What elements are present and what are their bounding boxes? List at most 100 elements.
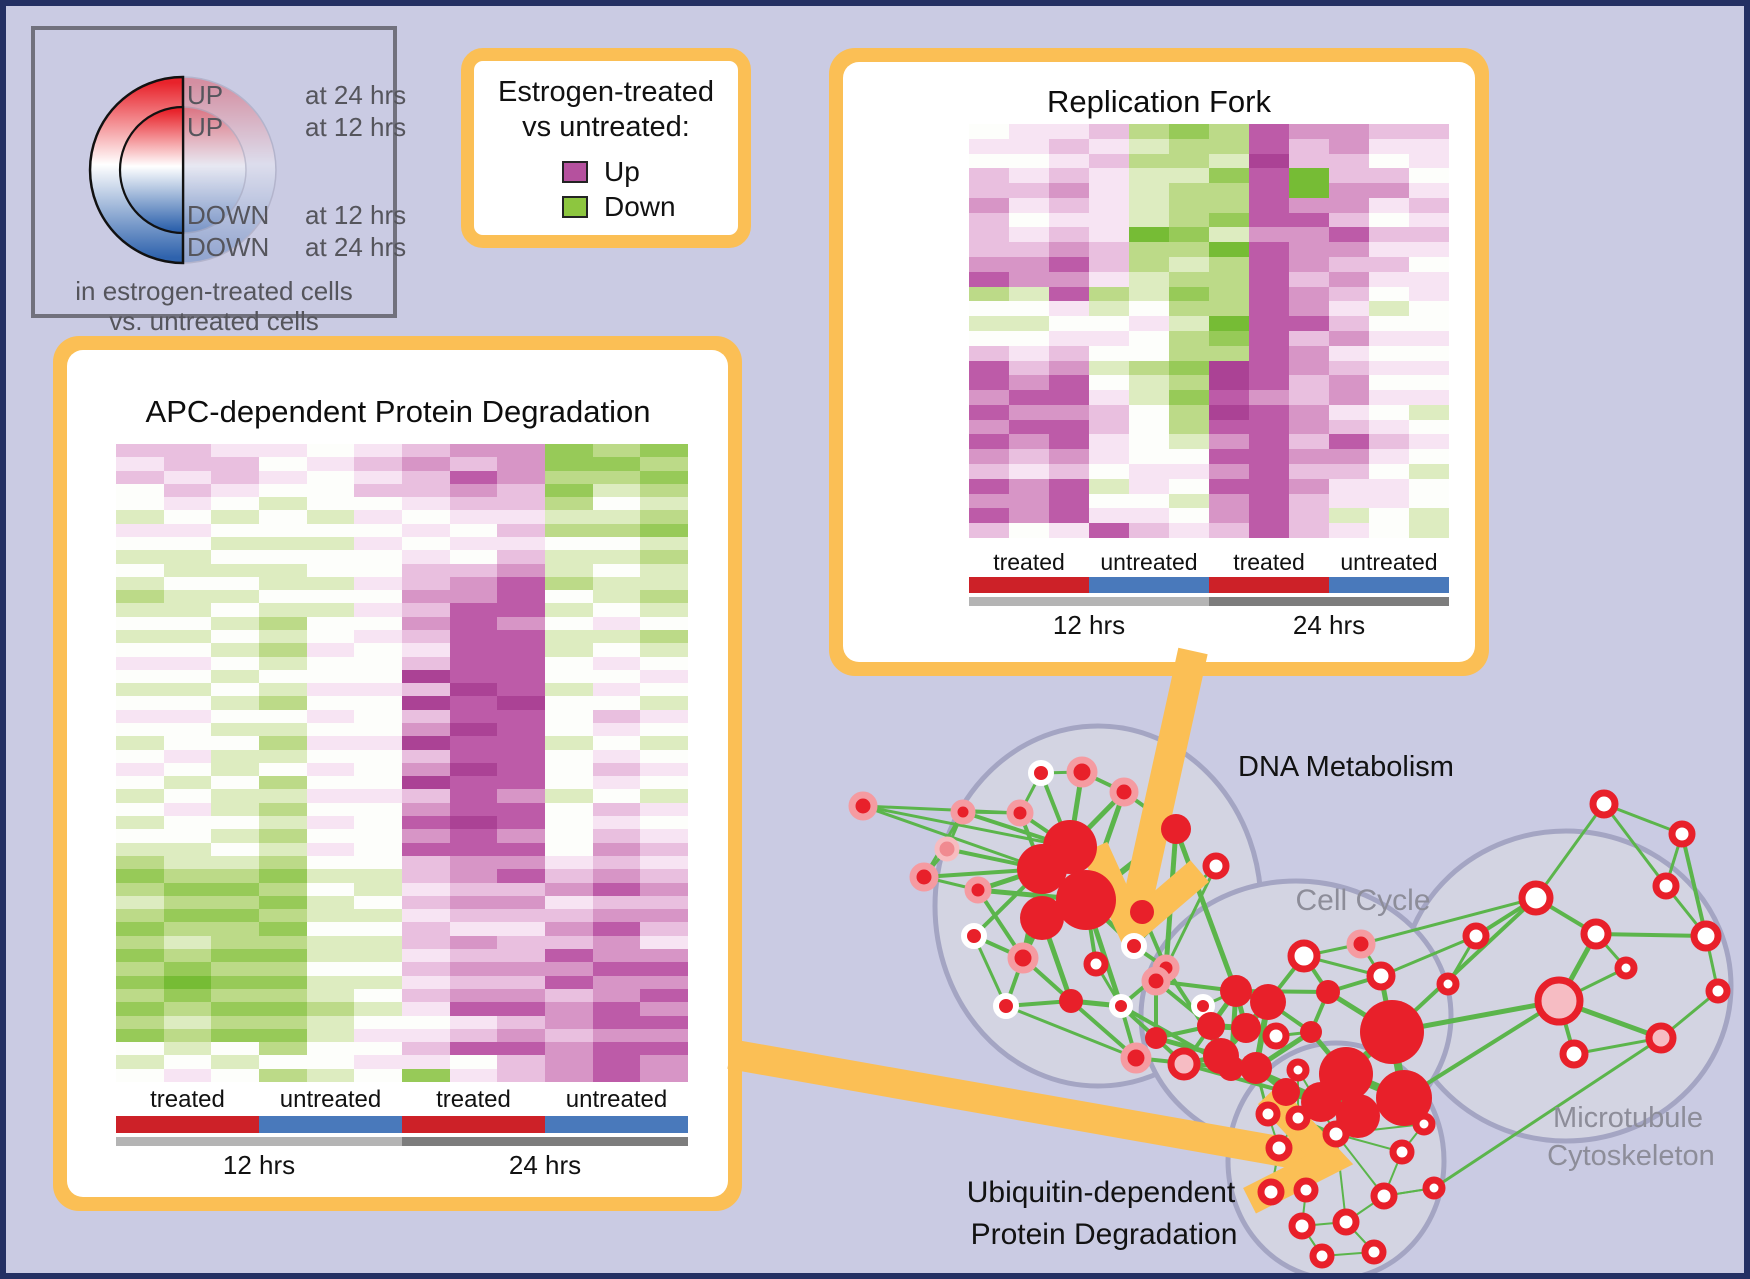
network-edge	[1383, 1187, 1435, 1197]
heatmap-cell	[163, 643, 212, 657]
heatmap-cell	[306, 1028, 355, 1043]
heatmap-cell	[259, 510, 307, 524]
network-edge	[1018, 811, 1072, 849]
network-edge	[1391, 998, 1560, 1035]
heatmap-cell	[259, 497, 307, 511]
network-node	[1322, 1120, 1350, 1148]
heatmap-cell	[211, 1068, 259, 1082]
heatmap-cell	[1409, 197, 1449, 213]
heatmap-cell	[259, 550, 307, 564]
network-edge	[1083, 899, 1124, 1007]
heatmap-cell	[259, 1055, 307, 1069]
heatmap-cell	[1009, 212, 1049, 228]
scale-caption-line2: vs. untreated cells	[109, 306, 319, 336]
heatmap-cell	[259, 869, 307, 883]
heatmap-cell	[449, 749, 498, 763]
network-node	[1346, 929, 1376, 959]
network-edge	[1084, 826, 1178, 903]
heatmap-cell	[969, 390, 1009, 405]
network-edge	[1182, 1024, 1213, 1066]
heatmap-cell	[449, 762, 498, 777]
heatmap-cell	[211, 603, 259, 617]
repfork-panel-title: Replication Fork	[1047, 84, 1271, 119]
heatmap-cell	[1089, 183, 1129, 198]
network-edge	[1321, 1251, 1375, 1257]
network-edge	[1704, 935, 1720, 992]
heatmap-cell	[116, 1028, 164, 1043]
heatmap-cell	[1289, 316, 1329, 331]
heatmap-cell	[545, 709, 593, 723]
cluster-ubiquitin-degradation	[1225, 1040, 1447, 1273]
network-edge	[1243, 1000, 1271, 1030]
network-node	[1285, 1105, 1311, 1131]
heatmap-cell	[163, 962, 212, 976]
heatmap-cell	[1169, 404, 1209, 420]
heatmap-cell	[592, 444, 641, 458]
cluster-dna-metabolism	[932, 723, 1264, 1089]
heatmap-cell	[1089, 360, 1129, 376]
heatmap-cell	[640, 656, 688, 670]
heatmap-cell	[592, 855, 641, 870]
heatmap-cell	[640, 749, 688, 763]
heatmap-cell	[545, 962, 593, 976]
heatmap-cell	[1049, 330, 1089, 346]
scale-time-12: at 12 hrs	[305, 112, 407, 142]
network-edge	[1253, 1001, 1271, 1069]
heatmap-cell	[1249, 168, 1289, 184]
network-edge	[1004, 957, 1025, 1007]
heatmap-cell	[1289, 227, 1329, 243]
heatmap-cell	[1089, 390, 1129, 405]
heatmap-cell	[259, 789, 307, 803]
heatmap-cell	[497, 576, 545, 591]
heatmap-cell	[402, 869, 450, 883]
heatmap-cell	[354, 643, 402, 657]
heatmap-cell	[354, 629, 402, 644]
network-edge	[1301, 1221, 1347, 1227]
heatmap-cell	[354, 949, 402, 963]
network-edge	[1154, 1036, 1186, 1066]
heatmap-cell	[449, 536, 498, 551]
heatmap-cell	[1209, 124, 1249, 139]
heatmap-cell	[1249, 464, 1289, 479]
heatmap-cell	[1089, 124, 1129, 139]
cluster-label-microtubule-line1: Microtubule	[1553, 1102, 1703, 1134]
heatmap-cell	[1169, 508, 1209, 524]
heatmap-cell	[545, 1002, 593, 1016]
heatmap-cell	[211, 816, 259, 830]
heatmap-cell	[1409, 330, 1449, 346]
network-edge	[1335, 1133, 1403, 1153]
network-edge	[1209, 1025, 1233, 1069]
heatmap-cell	[449, 776, 498, 790]
network-edge	[1297, 1117, 1307, 1191]
heatmap-cell	[969, 124, 1009, 139]
heatmap-cell	[211, 1055, 259, 1069]
heatmap-cell	[1329, 345, 1369, 361]
network-edge	[1245, 1026, 1277, 1038]
heatmap-cell	[402, 603, 450, 617]
panel-to-cluster-arrow	[727, 1039, 1354, 1214]
heatmap-cell	[1169, 478, 1209, 494]
heatmap-cell	[1089, 345, 1129, 361]
heatmap-cell	[449, 643, 498, 657]
heatmap-cell	[1009, 508, 1049, 524]
heatmap-cell	[969, 360, 1009, 376]
heatmap-cell	[259, 749, 307, 763]
network-edge	[945, 811, 965, 850]
heatmap-cell	[211, 988, 259, 1003]
heatmap-cell	[449, 696, 498, 710]
heatmap-cell	[116, 669, 164, 684]
scale-time-down-12: at 12 hrs	[305, 200, 407, 230]
heatmap-cell	[592, 1068, 641, 1082]
network-edge	[922, 811, 965, 878]
heatmap-cell	[1009, 197, 1049, 213]
heatmap-cell	[1249, 419, 1289, 435]
heatmap-cell	[1009, 449, 1049, 465]
heatmap-cell	[259, 1015, 307, 1029]
heatmap-cell	[354, 683, 402, 697]
heatmap-cell	[259, 842, 307, 856]
heatmap-cell	[116, 935, 164, 950]
heatmap-cell	[163, 816, 212, 830]
heatmap-cell	[1089, 212, 1129, 228]
heatmap-cell	[402, 962, 450, 976]
heatmap-cell	[1169, 464, 1209, 479]
